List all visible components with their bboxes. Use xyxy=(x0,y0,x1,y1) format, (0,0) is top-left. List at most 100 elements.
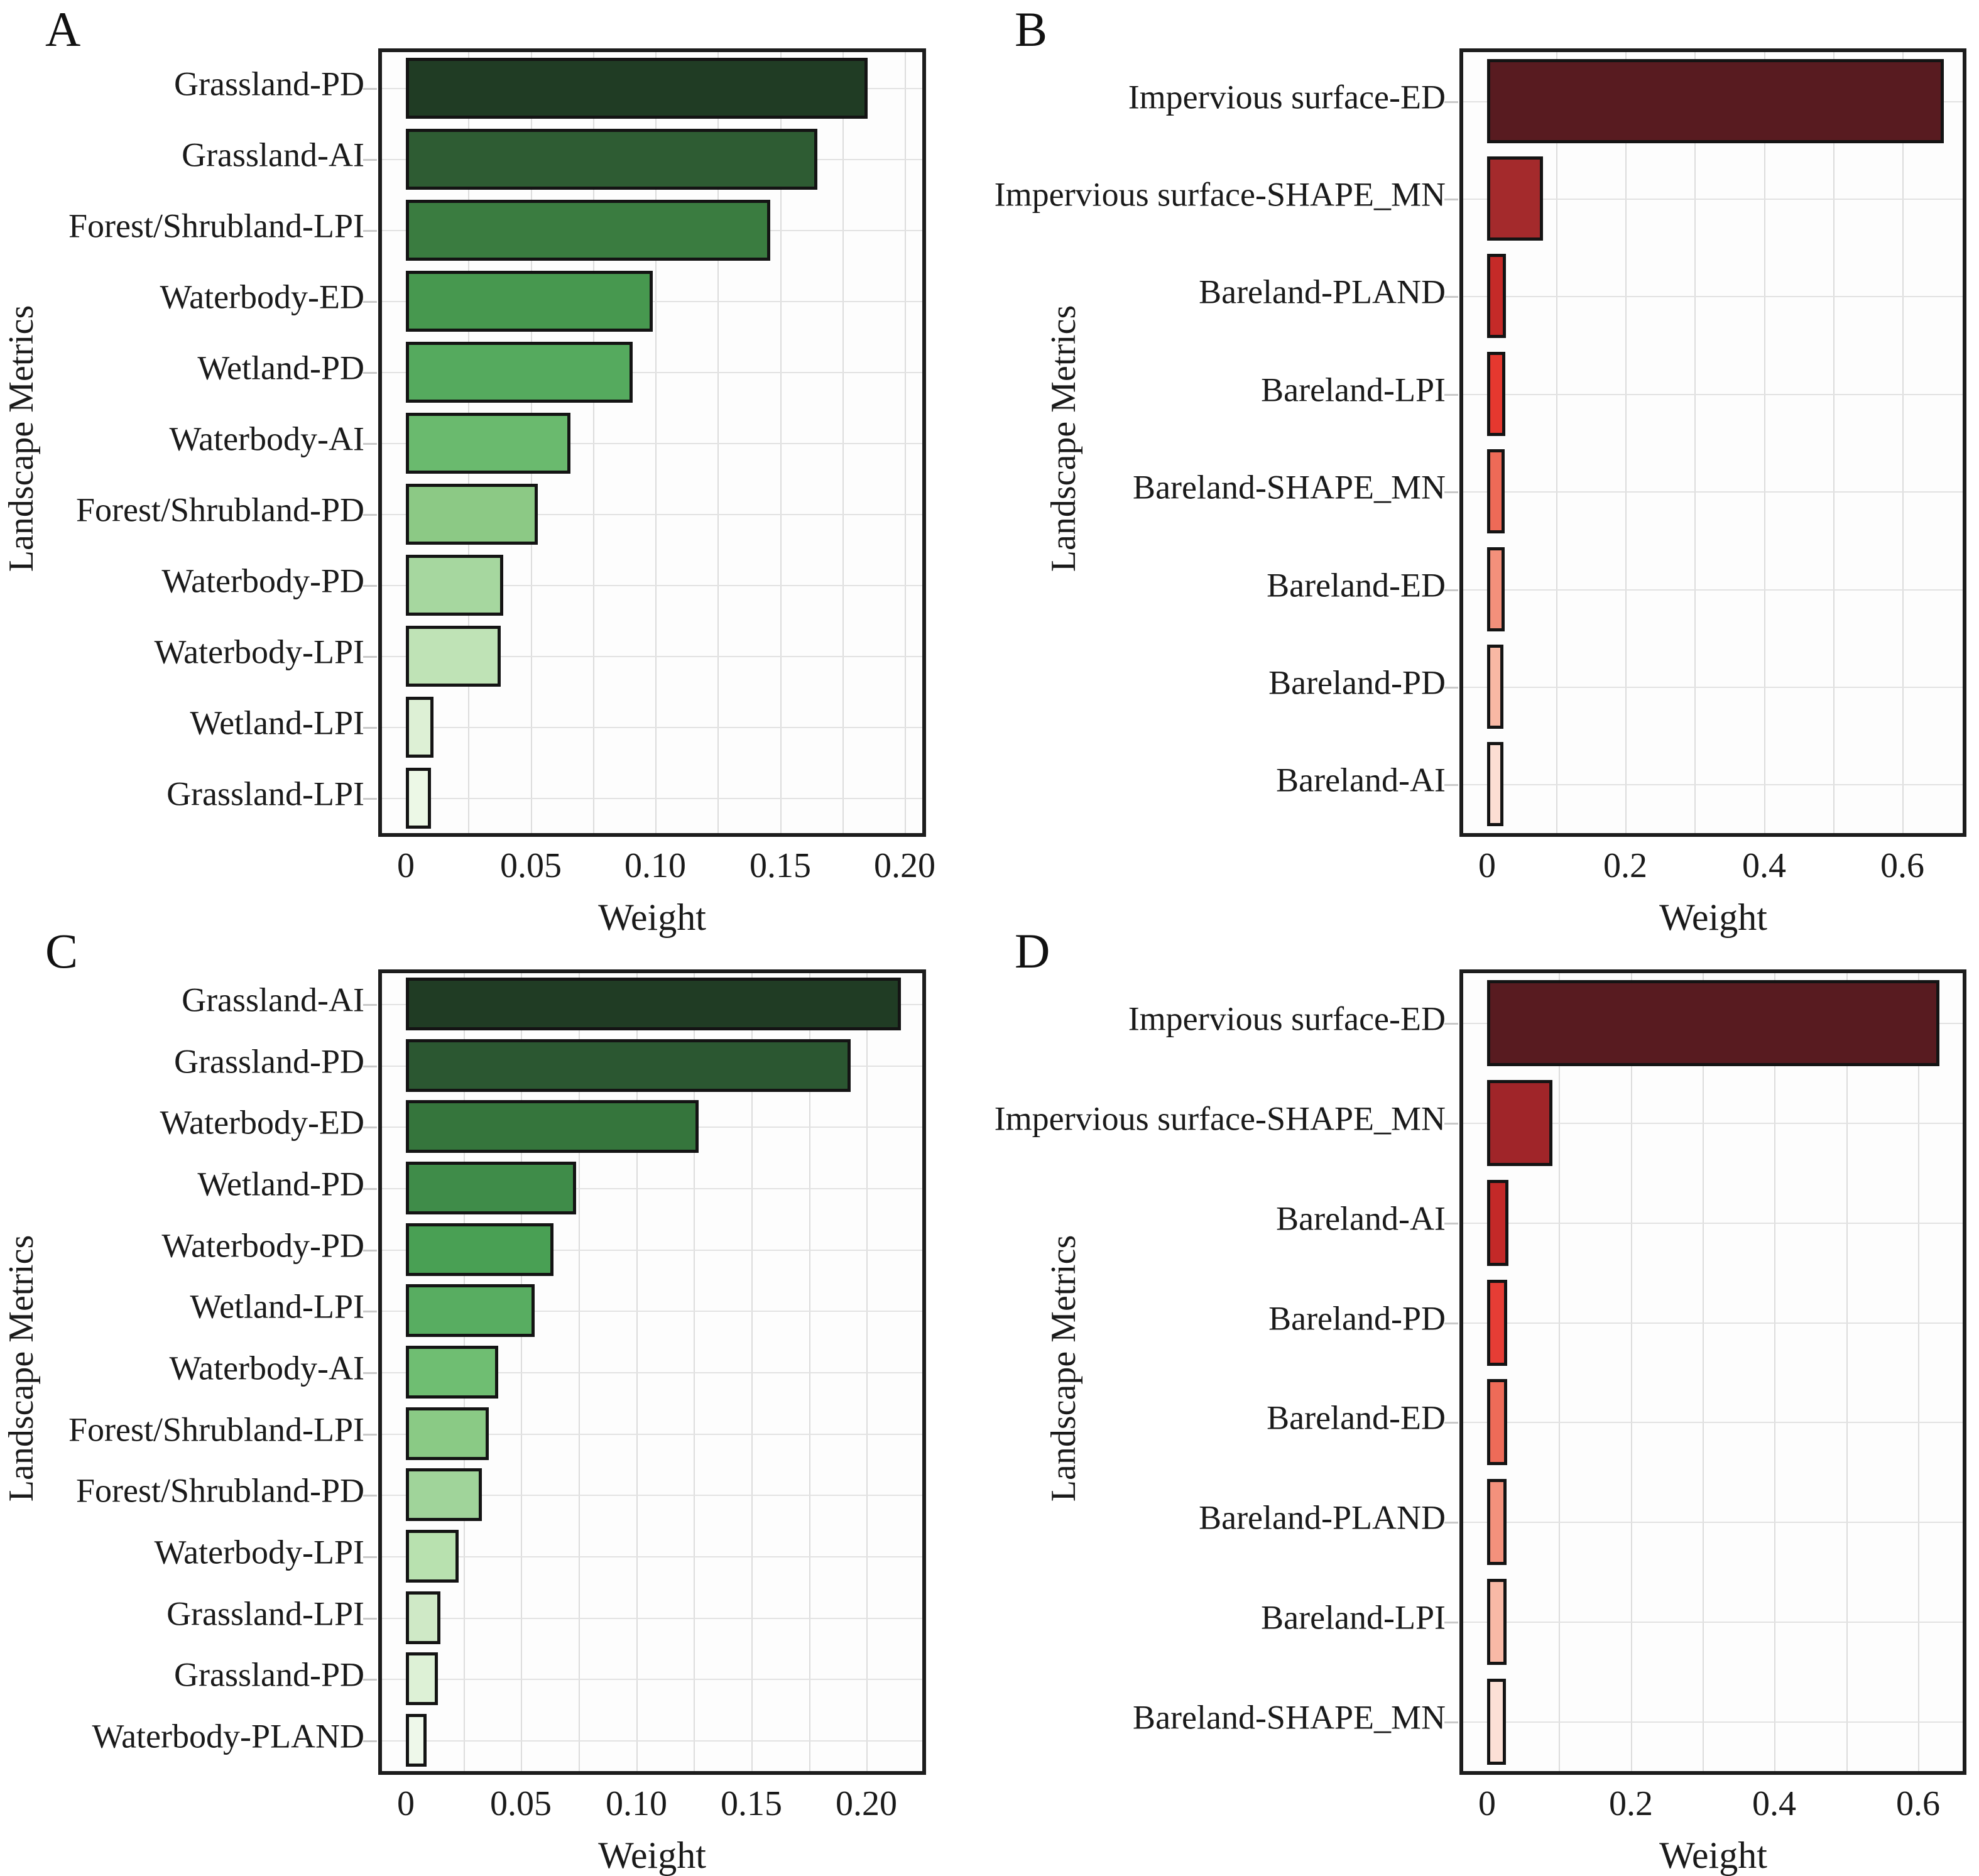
bar-Impervious surface-SHAPE_MN xyxy=(1487,1079,1552,1166)
bar-Bareland-SHAPE_MN xyxy=(1487,1678,1506,1765)
y-tick-mark xyxy=(1444,1422,1458,1424)
gridline-vertical xyxy=(655,52,657,833)
panel-letter-A: A xyxy=(45,2,81,57)
category-label: Waterbody-LPI xyxy=(154,633,364,671)
plot-area xyxy=(1444,48,1966,837)
gridline-horizontal xyxy=(1463,1123,1963,1124)
category-axis: Impervious surface-ED Impervious surface-… xyxy=(990,922,1446,1843)
category-label: Forest/Shrubland-LPI xyxy=(68,1410,364,1449)
y-tick-mark xyxy=(1444,784,1458,786)
x-tick-label: 0.4 xyxy=(1742,846,1786,885)
y-tick-mark xyxy=(1444,101,1458,103)
bar-Bareland-SHAPE_MN xyxy=(1487,449,1505,533)
category-label: Bareland-PD xyxy=(1268,663,1446,702)
category-label: Grassland-LPI xyxy=(166,1595,364,1633)
gridline-horizontal xyxy=(382,514,922,515)
category-label: Waterbody-AI xyxy=(169,1349,364,1387)
x-tick-label: 0 xyxy=(1478,1784,1496,1823)
panel-letter-B: B xyxy=(1015,2,1048,57)
category-label: Bareland-LPI xyxy=(1261,1598,1446,1637)
y-tick-mark xyxy=(363,514,377,516)
y-tick-mark xyxy=(363,1495,377,1497)
y-tick-mark xyxy=(363,1556,377,1558)
y-tick-mark xyxy=(363,727,377,729)
category-label: Wetland-PD xyxy=(197,349,364,387)
bar-Bareland-PD xyxy=(1487,645,1503,729)
gridline-vertical xyxy=(1703,973,1704,1771)
y-tick-mark xyxy=(1444,687,1458,689)
category-label: Wetland-LPI xyxy=(190,1287,364,1326)
bar-Waterbody-PD xyxy=(406,554,503,616)
category-label: Waterbody-PD xyxy=(161,562,364,600)
gridline-horizontal xyxy=(1463,687,1963,688)
bar-Waterbody-LPI xyxy=(406,1530,459,1583)
category-label: Impervious surface-SHAPE_MN xyxy=(994,1099,1446,1138)
category-label: Waterbody-ED xyxy=(160,278,364,316)
y-tick-mark xyxy=(1444,1123,1458,1125)
gridline-vertical xyxy=(1694,52,1696,833)
y-tick-mark xyxy=(1444,1522,1458,1524)
gridline-horizontal xyxy=(1463,589,1963,591)
bar-Bareland-AI xyxy=(1487,1179,1508,1266)
category-label: Waterbody-LPI xyxy=(154,1533,364,1571)
bar-Wetland-PD xyxy=(406,1162,576,1214)
bar-Grassland-LPI xyxy=(406,767,431,829)
gridline-vertical xyxy=(842,52,844,833)
bar-Bareland-AI xyxy=(1487,742,1503,826)
gridline-vertical xyxy=(1902,52,1904,833)
gridline-horizontal xyxy=(382,443,922,444)
x-axis-label: Weight xyxy=(598,1835,706,1876)
category-axis: Grassland-AI Grassland-PD Waterbody-ED Wetl… xyxy=(0,922,364,1843)
category-label: Waterbody-PD xyxy=(161,1226,364,1265)
category-label: Grassland-PD xyxy=(174,1655,364,1694)
category-label: Grassland-PD xyxy=(174,65,364,103)
y-tick-mark xyxy=(363,372,377,374)
x-tick-label: 0.20 xyxy=(874,846,935,885)
bar-Bareland-LPI xyxy=(1487,1578,1507,1665)
category-label: Waterbody-AI xyxy=(169,420,364,458)
bar-Forest/Shrubland-PD xyxy=(406,483,538,545)
category-label: Bareland-PLAND xyxy=(1199,1498,1446,1537)
y-tick-mark xyxy=(1444,1721,1458,1723)
bar-Waterbody-LPI xyxy=(406,625,501,687)
y-tick-mark xyxy=(1444,491,1458,493)
gridline-horizontal xyxy=(382,585,922,586)
bar-Bareland-ED xyxy=(1487,547,1505,631)
y-tick-mark xyxy=(363,1372,377,1374)
y-tick-mark xyxy=(1444,1322,1458,1324)
y-tick-mark xyxy=(1444,199,1458,200)
gridline-horizontal xyxy=(1463,296,1963,297)
bar-Forest/Shrubland-LPI xyxy=(406,1407,489,1460)
gridline-vertical xyxy=(1774,973,1775,1771)
y-tick-mark xyxy=(363,301,377,303)
gridline-horizontal xyxy=(382,1434,922,1435)
gridline-horizontal xyxy=(1463,1522,1963,1523)
bar-Bareland-PLAND xyxy=(1487,254,1506,338)
category-label: Bareland-AI xyxy=(1276,1199,1446,1238)
bar-Waterbody-AI xyxy=(406,1346,498,1399)
category-label: Bareland-AI xyxy=(1276,761,1446,799)
bar-Grassland-AI xyxy=(406,128,817,190)
panel-letter-D: D xyxy=(1015,924,1050,978)
gridline-vertical xyxy=(1559,973,1560,1771)
bar-Wetland-LPI xyxy=(406,696,433,758)
category-label: Forest/Shrubland-PD xyxy=(76,491,364,529)
gridline-vertical xyxy=(780,52,782,833)
gridline-vertical xyxy=(1833,52,1835,833)
category-label: Bareland-LPI xyxy=(1261,371,1446,409)
x-axis-label: Weight xyxy=(1659,1835,1767,1876)
y-tick-mark xyxy=(1444,296,1458,298)
gridline-vertical xyxy=(1631,973,1632,1771)
x-tick-label: 0.05 xyxy=(500,846,562,885)
y-tick-mark xyxy=(363,1311,377,1312)
y-tick-mark xyxy=(363,1126,377,1128)
panel-A: A Landscape Metrics Grassland-PD Grasslan… xyxy=(0,0,990,937)
x-tick-label: 0.6 xyxy=(1880,846,1924,885)
category-label: Waterbody-PLAND xyxy=(92,1717,364,1755)
x-tick-label: 0.2 xyxy=(1603,846,1647,885)
y-tick-mark xyxy=(1444,1223,1458,1224)
category-label: Bareland-ED xyxy=(1267,1399,1446,1437)
x-axis-label: Weight xyxy=(598,897,706,938)
gridline-vertical xyxy=(1556,52,1557,833)
x-tick-label: 0.15 xyxy=(721,1784,782,1823)
